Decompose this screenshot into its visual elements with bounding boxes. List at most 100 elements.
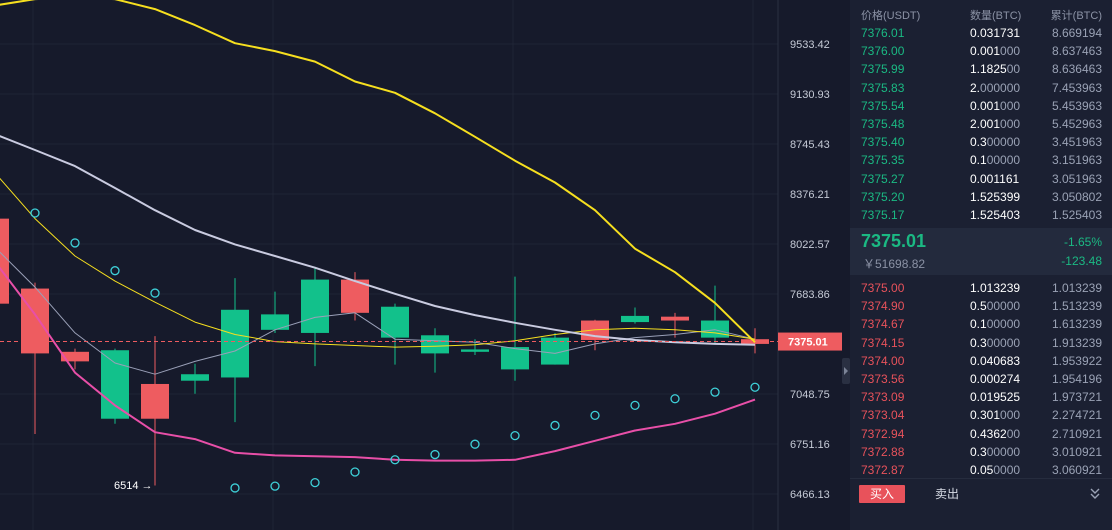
- row-amount-main: 0.3: [970, 135, 987, 150]
- row-amount-main: 0.001161: [970, 171, 1020, 186]
- row-total: 5.453963: [1051, 98, 1102, 113]
- row-amount-rest: 00000: [986, 153, 1021, 168]
- row-total: 8.669194: [1051, 26, 1102, 40]
- sar-dot: [670, 394, 680, 404]
- row-amount: 0.300000: [970, 443, 1020, 461]
- row-amount-rest: 000: [1000, 44, 1021, 59]
- row-amount-main: 1.525403: [970, 208, 1021, 222]
- panel-resize-handle[interactable]: [842, 358, 850, 384]
- row-amount-main: 0.301: [970, 408, 1001, 423]
- row-amount-main: 0.5: [970, 299, 987, 314]
- row-price: 7372.87: [861, 463, 905, 477]
- row-total: 8.636463: [1051, 62, 1102, 77]
- y-axis-tick-label: 6751.16: [790, 439, 830, 451]
- bid-row[interactable]: 7372.87 0.050000 3.060921: [850, 461, 1112, 479]
- candle-up[interactable]: [221, 309, 249, 378]
- row-amount: 2.000000: [970, 79, 1020, 97]
- row-amount-main: 0.040683: [970, 353, 1021, 368]
- bid-row[interactable]: 7374.90 0.500000 1.513239: [850, 297, 1112, 315]
- candle-up[interactable]: [101, 350, 129, 419]
- bid-row[interactable]: 7373.04 0.301000 2.274721: [850, 406, 1112, 424]
- ask-row[interactable]: 7375.40 0.300000 3.451963: [850, 133, 1112, 151]
- bid-row[interactable]: 7374.00 0.040683 1.953922: [850, 352, 1112, 370]
- candle-down[interactable]: [0, 218, 9, 304]
- candle-down[interactable]: [61, 351, 89, 362]
- sar-dot: [390, 455, 400, 465]
- ask-row[interactable]: 7375.20 1.525399 3.050802: [850, 188, 1112, 206]
- row-total: 7.453963: [1051, 80, 1102, 95]
- row-amount-main: 0.1: [970, 317, 987, 332]
- sar-dot: [150, 288, 160, 298]
- row-amount-main: 0.4362: [970, 426, 1007, 441]
- row-price: 7375.20: [861, 189, 905, 204]
- row-amount-rest: 00: [1006, 426, 1021, 441]
- row-amount: 0.000274: [970, 370, 1020, 388]
- row-amount: 0.301000: [970, 406, 1020, 424]
- candle-down[interactable]: [661, 316, 689, 321]
- row-total: 1.973721: [1051, 390, 1102, 405]
- candle-up[interactable]: [421, 335, 449, 354]
- candle-up[interactable]: [261, 314, 289, 330]
- bid-row[interactable]: 7372.94 0.436200 2.710921: [850, 425, 1112, 443]
- ask-row[interactable]: 7375.83 2.000000 7.453963: [850, 79, 1112, 97]
- row-amount-main: 0.05: [970, 463, 994, 477]
- bid-row[interactable]: 7374.67 0.100000 1.613239: [850, 315, 1112, 333]
- row-amount: 0.019525: [970, 388, 1020, 406]
- ask-row[interactable]: 7375.99 1.182500 8.636463: [850, 60, 1112, 78]
- sar-dot: [590, 410, 600, 421]
- double-chevron-down-icon[interactable]: [1090, 487, 1100, 501]
- ask-row[interactable]: 7376.00 0.001000 8.637463: [850, 42, 1112, 60]
- candle-up[interactable]: [621, 315, 649, 323]
- row-amount-main: 0.001: [970, 44, 1001, 59]
- sell-tab[interactable]: 卖出: [935, 487, 960, 501]
- sar-dot: [230, 483, 240, 493]
- order-book-header: 价格(USDT) 数量(BTC) 累计(BTC): [850, 7, 1112, 23]
- row-price: 7376.00: [861, 44, 905, 59]
- candle-up[interactable]: [181, 374, 209, 381]
- kline-chart[interactable]: 7375.01 9533.42 9130.93 8745.43 8376.21 8022.…: [0, 0, 842, 530]
- row-price: 7375.99: [861, 62, 905, 77]
- row-price: 7372.94: [861, 426, 905, 441]
- candle-up[interactable]: [461, 349, 489, 352]
- candle-up[interactable]: [501, 347, 529, 370]
- candle-down[interactable]: [341, 279, 369, 313]
- ask-row[interactable]: 7376.01 0.031731 8.669194: [850, 24, 1112, 42]
- candle-up[interactable]: [301, 279, 329, 333]
- ask-row[interactable]: 7375.27 0.001161 3.051963: [850, 170, 1112, 188]
- row-price: 7373.56: [861, 372, 905, 386]
- bid-row[interactable]: 7375.00 1.013239 1.013239: [850, 279, 1112, 297]
- ask-row[interactable]: 7375.54 0.001000 5.453963: [850, 97, 1112, 115]
- row-price: 7375.83: [861, 80, 905, 95]
- bid-row[interactable]: 7374.15 0.300000 1.913239: [850, 334, 1112, 352]
- candle-down[interactable]: [21, 288, 49, 354]
- sar-dot: [430, 449, 440, 460]
- kline-chart-canvas[interactable]: 7375.01 9533.42 9130.93 8745.43 8376.21 8022.…: [0, 0, 842, 530]
- row-amount: 0.436200: [970, 425, 1020, 443]
- y-axis-tick-label: 8022.57: [790, 239, 830, 251]
- candle-up[interactable]: [701, 320, 729, 338]
- row-price: 7374.90: [861, 299, 905, 314]
- bid-row[interactable]: 7372.88 0.300000 3.010921: [850, 443, 1112, 461]
- header-amount: 数量(BTC): [970, 10, 1022, 22]
- buy-tab[interactable]: 买入: [859, 485, 905, 503]
- bid-row[interactable]: 7373.56 0.000274 1.954196: [850, 370, 1112, 388]
- sar-dot: [750, 382, 760, 392]
- row-price: 7375.17: [861, 208, 905, 222]
- row-total: 8.637463: [1051, 44, 1102, 59]
- row-amount-rest: 000: [1000, 408, 1021, 423]
- ask-row[interactable]: 7375.48 2.001000 5.452963: [850, 115, 1112, 133]
- ask-row[interactable]: 7375.35 0.100000 3.151963: [850, 151, 1112, 169]
- bid-row[interactable]: 7373.09 0.019525 1.973721: [850, 388, 1112, 406]
- row-total: 2.710921: [1051, 426, 1102, 441]
- row-total: 1.953922: [1051, 353, 1102, 368]
- row-price: 7375.35: [861, 153, 905, 168]
- sar-dot: [70, 238, 80, 248]
- header-price: 价格(USDT): [861, 10, 921, 22]
- candle-down[interactable]: [141, 383, 169, 419]
- sar-dot: [550, 420, 560, 431]
- row-price: 7373.09: [861, 390, 905, 405]
- row-total: 1.913239: [1051, 335, 1102, 350]
- ask-row[interactable]: 7375.17 1.525403 1.525403: [850, 206, 1112, 224]
- row-amount: 0.001000: [970, 97, 1020, 115]
- row-total: 2.274721: [1051, 408, 1102, 423]
